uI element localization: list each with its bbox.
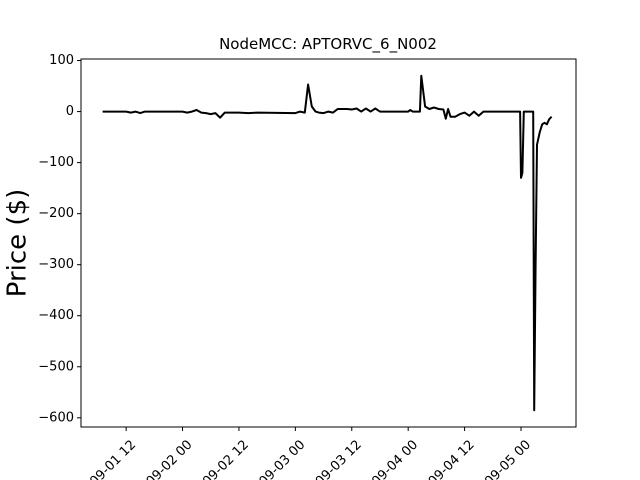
plot-frame [80,58,577,428]
y-tick-label: 0 [66,104,74,119]
y-axis-label: Price ($) [3,189,33,298]
x-tick-label: 09-02 00 [144,437,196,480]
x-tick-label: 09-01 12 [87,437,139,480]
x-tick-label: 09-03 00 [256,437,308,480]
y-tick-label: −300 [38,257,74,272]
y-tick-label: −200 [38,206,74,221]
y-tick-label: −100 [38,155,74,170]
y-tick-label: −600 [38,410,74,425]
y-tick-label: −500 [38,359,74,374]
x-tick-label: 09-04 12 [426,437,478,480]
price-line [102,74,553,412]
x-tick-label: 09-02 12 [200,437,252,480]
chart-title: NodeMCC: APTORVC_6_N002 [219,35,437,54]
y-tick-label: −400 [38,308,74,323]
x-tick-label: 09-04 00 [369,437,421,480]
x-tick-label: 09-05 00 [482,437,534,480]
y-tick-label: 100 [49,53,74,68]
x-tick-label: 09-03 12 [313,437,365,480]
